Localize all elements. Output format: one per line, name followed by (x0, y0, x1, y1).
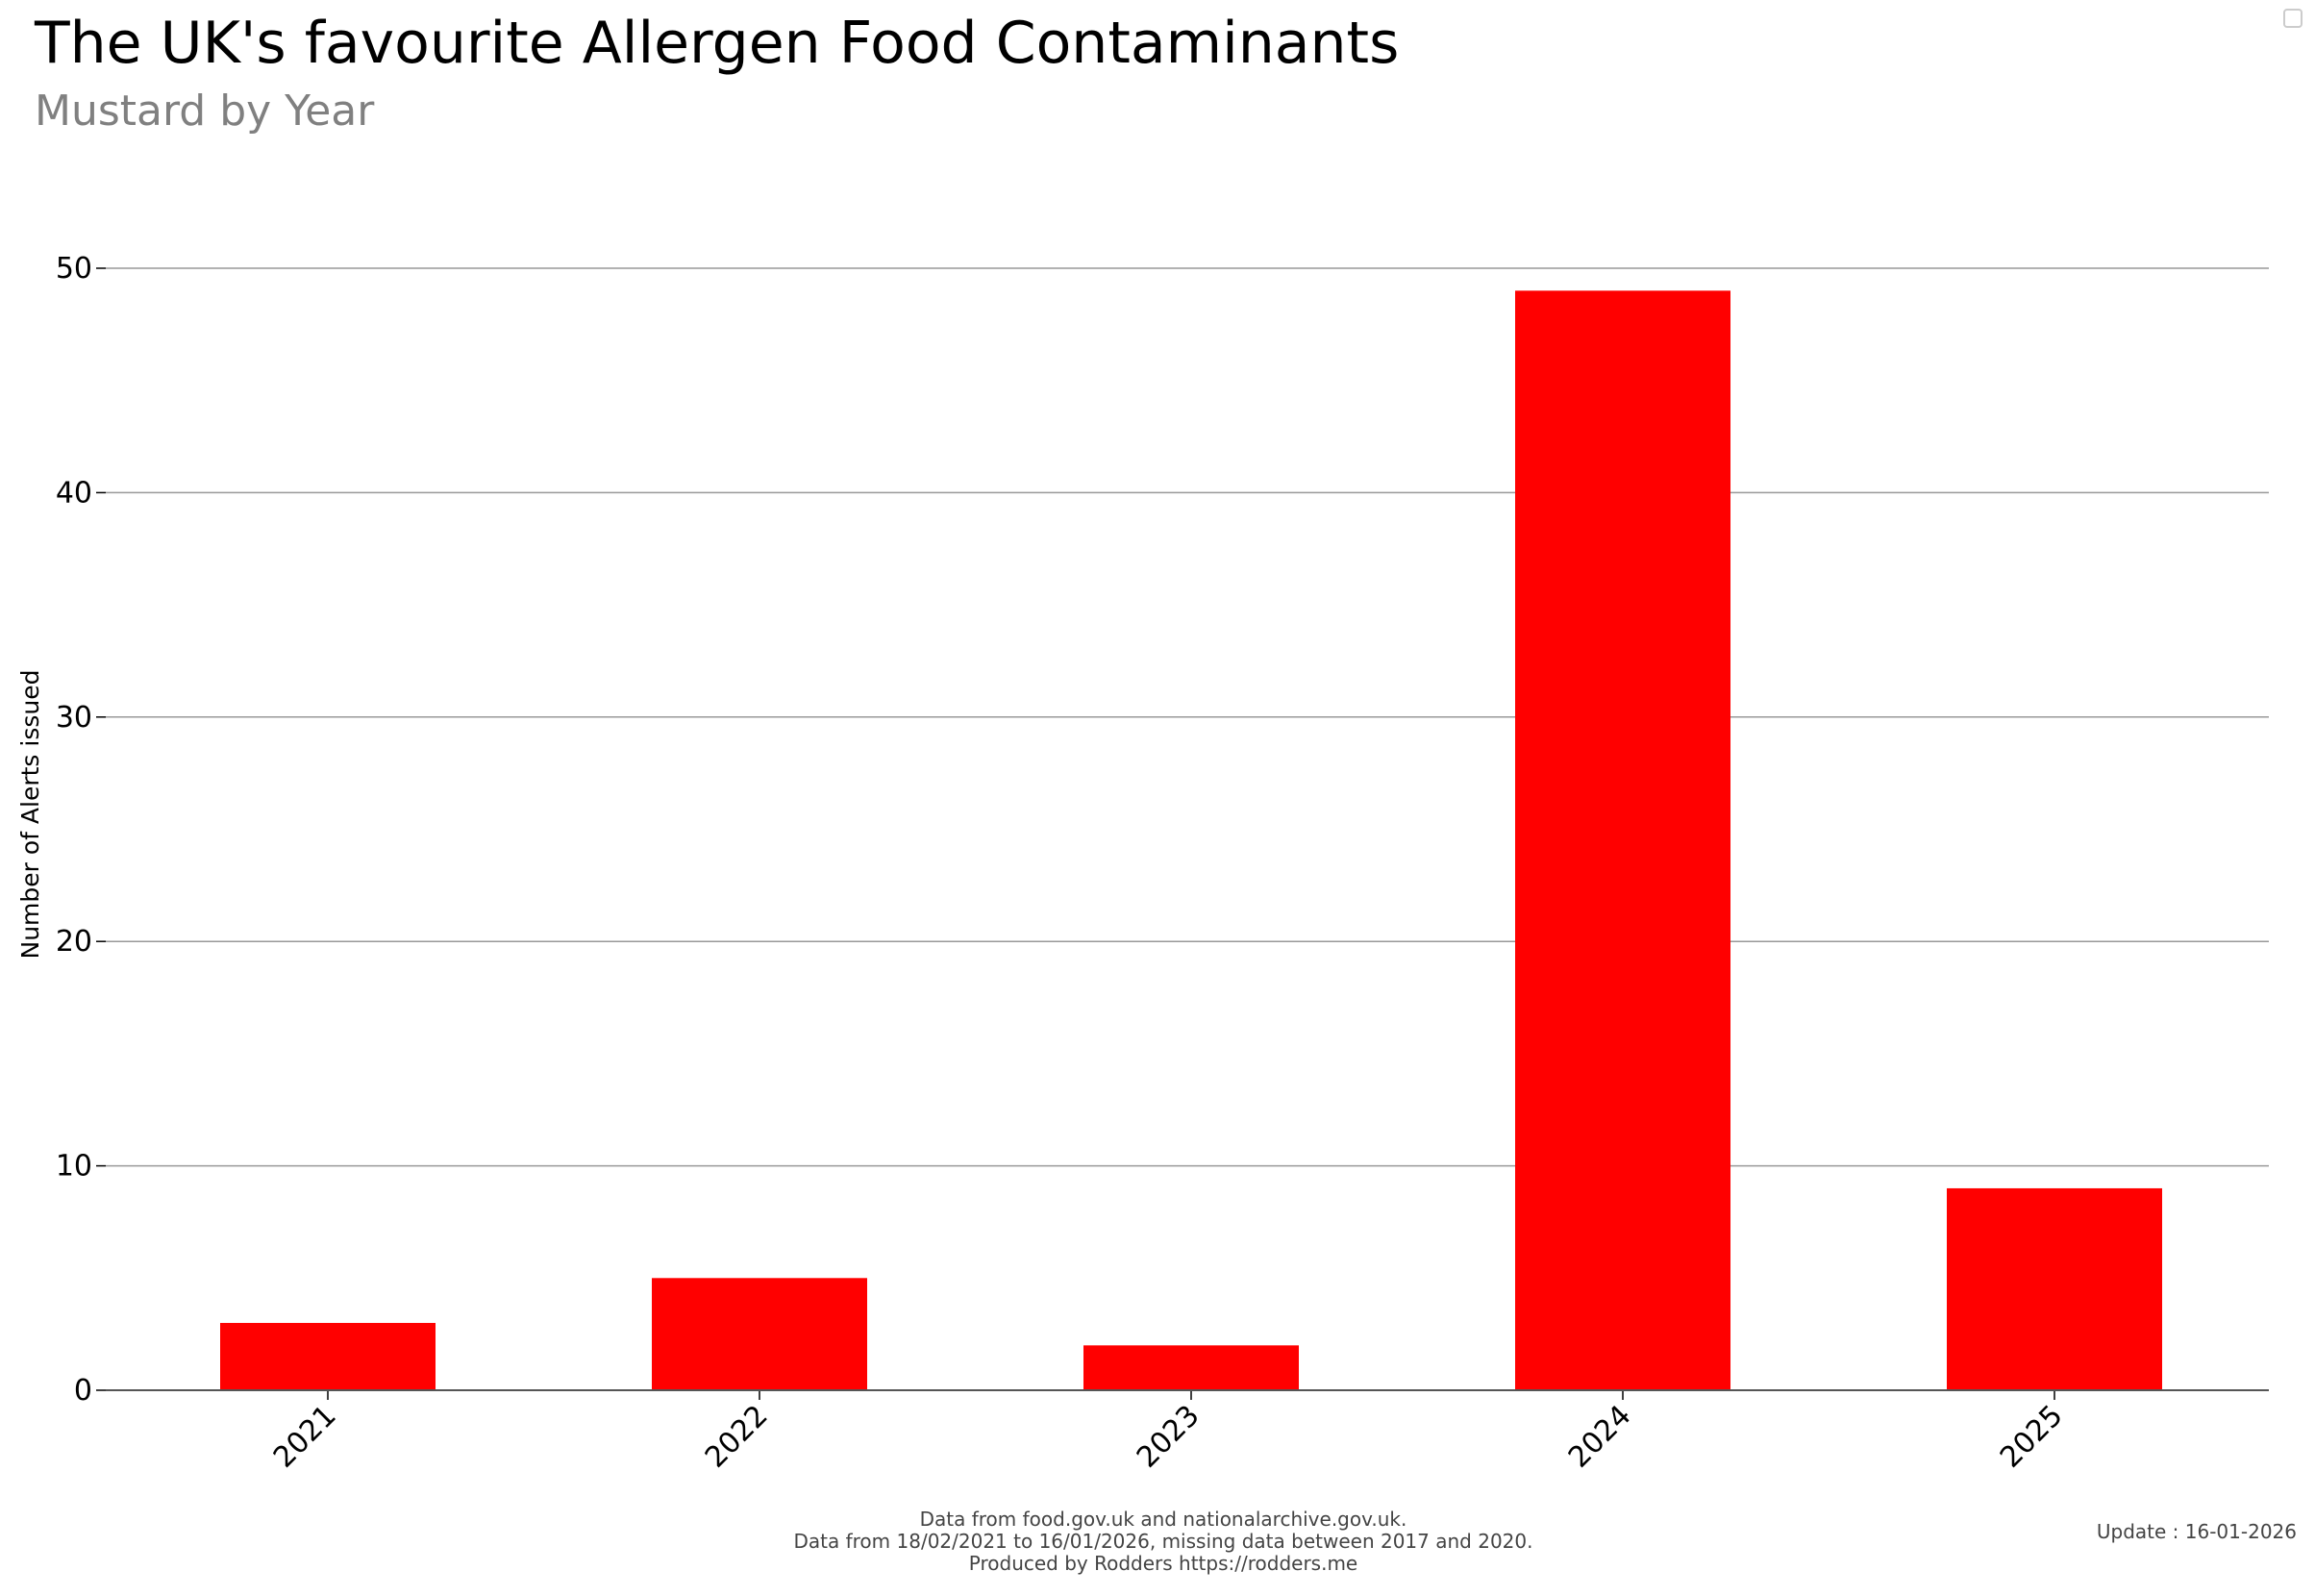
x-tick-label-2025: 2025 (1994, 1399, 2070, 1475)
y-tick-label-20: 20 (56, 925, 92, 959)
update-date: Update : 16-01-2026 (2096, 1520, 2297, 1543)
y-tick-labels: 0 10 20 30 40 50 (56, 252, 92, 1408)
bar-2022 (652, 1278, 867, 1390)
footer-date-range: Data from 18/02/2021 to 16/01/2026, miss… (793, 1530, 1533, 1553)
y-tick-label-30: 30 (56, 701, 92, 735)
chart-title: The UK's favourite Allergen Food Contami… (35, 10, 1400, 77)
bar-2024 (1515, 290, 1730, 1391)
footer-notes: Data from food.gov.uk and nationalarchiv… (581, 1509, 1746, 1575)
bar-2021 (220, 1322, 436, 1390)
x-tick-label-2022: 2022 (699, 1399, 775, 1475)
grid-lines (106, 267, 2269, 1167)
y-tick-label-50: 50 (56, 252, 92, 286)
x-tick-label-2023: 2023 (1131, 1399, 1207, 1475)
x-tick-label-2024: 2024 (1562, 1399, 1638, 1475)
y-axis-label: Number of Alerts issued (16, 670, 44, 960)
y-tick-label-40: 40 (56, 476, 92, 510)
axes (96, 267, 2269, 1400)
y-tick-label-0: 0 (74, 1374, 92, 1408)
y-tick-label-10: 10 (56, 1150, 92, 1184)
footer-credit: Produced by Rodders https://rodders.me (968, 1552, 1358, 1575)
bar-2025 (1947, 1187, 2162, 1390)
legend-toggle-box[interactable] (2283, 9, 2303, 28)
footer-source: Data from food.gov.uk and nationalarchiv… (919, 1508, 1407, 1531)
bars (220, 290, 2162, 1391)
x-tick-label-2021: 2021 (267, 1399, 343, 1475)
bar-2023 (1083, 1345, 1299, 1390)
x-tick-labels: 2021 2022 2023 2024 2025 (267, 1399, 2070, 1475)
chart-subtitle: Mustard by Year (35, 87, 375, 136)
